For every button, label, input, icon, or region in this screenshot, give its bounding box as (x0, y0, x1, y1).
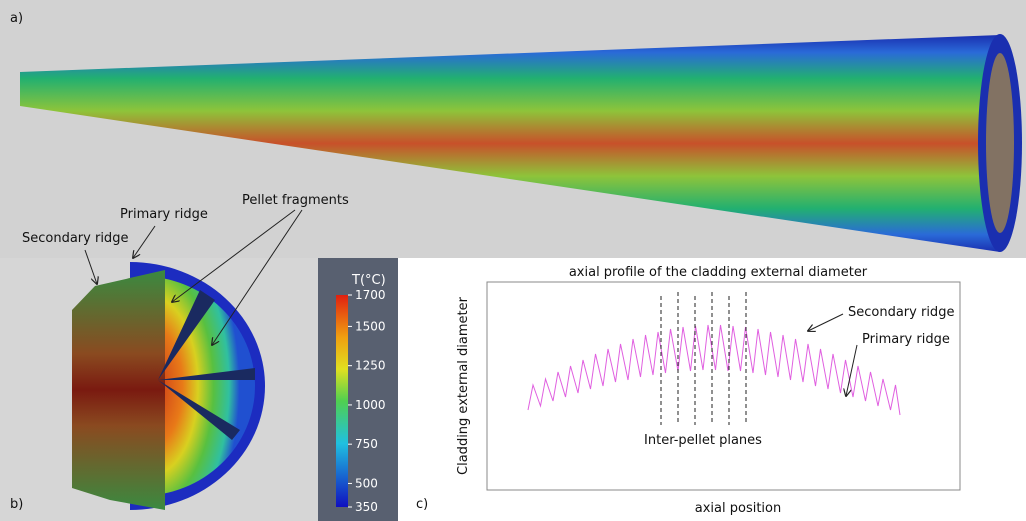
arrow (133, 225, 156, 258)
plot-title: axial profile of the cladding external d… (569, 265, 868, 280)
panel-label: a) (10, 11, 23, 26)
y-axis-label: Cladding external diameter (456, 296, 471, 475)
annotation: Pellet fragments (242, 193, 349, 208)
arrow (808, 313, 844, 331)
x-axis-label: axial position (695, 501, 781, 516)
annotation: Primary ridge (120, 207, 208, 222)
rod-end-core (986, 53, 1014, 233)
annotation: Primary ridge (862, 332, 950, 347)
colorbar-panel (318, 258, 398, 521)
panel-label: c) (416, 497, 428, 512)
arrow (172, 209, 296, 302)
pellet (140, 276, 255, 496)
colorbar (336, 295, 348, 507)
panel-label: b) (10, 497, 23, 512)
colorbar-tick-label: 500 (355, 476, 378, 490)
arrow (84, 249, 97, 284)
arrow (846, 344, 858, 396)
fuel-rod (20, 35, 1000, 252)
annotation: Secondary ridge (22, 231, 128, 246)
inter-pellet-lines (660, 292, 747, 425)
plot-frame (486, 281, 961, 491)
annotation: Inter-pellet planes (644, 433, 762, 448)
colorbar-title: T(°C) (351, 273, 386, 288)
colorbar-tick-label: 1250 (355, 359, 386, 373)
cracks (158, 290, 255, 440)
arrow (212, 209, 303, 345)
colorbar-tick-label: 1000 (355, 398, 386, 412)
pellet-slab (72, 270, 165, 510)
colorbar-tick-label: 350 (355, 500, 378, 514)
colorbar-tick-label: 1700 (355, 288, 386, 302)
colorbar-tick-label: 1500 (355, 319, 386, 333)
panel-c-bg (398, 258, 1026, 521)
annotation: Secondary ridge (848, 305, 954, 320)
profile-curve (527, 324, 901, 416)
colorbar-tick-label: 750 (355, 437, 378, 451)
